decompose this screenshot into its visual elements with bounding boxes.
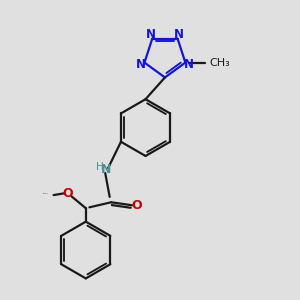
Text: N: N <box>136 58 146 71</box>
Text: N: N <box>146 28 156 41</box>
Text: CH₃: CH₃ <box>209 58 230 68</box>
Text: N: N <box>174 28 184 41</box>
Text: O: O <box>131 199 142 212</box>
Text: N: N <box>184 58 194 71</box>
Text: H: H <box>96 162 104 172</box>
Text: methoxy: methoxy <box>43 193 49 194</box>
Text: N: N <box>100 163 111 176</box>
Text: O: O <box>63 187 73 200</box>
